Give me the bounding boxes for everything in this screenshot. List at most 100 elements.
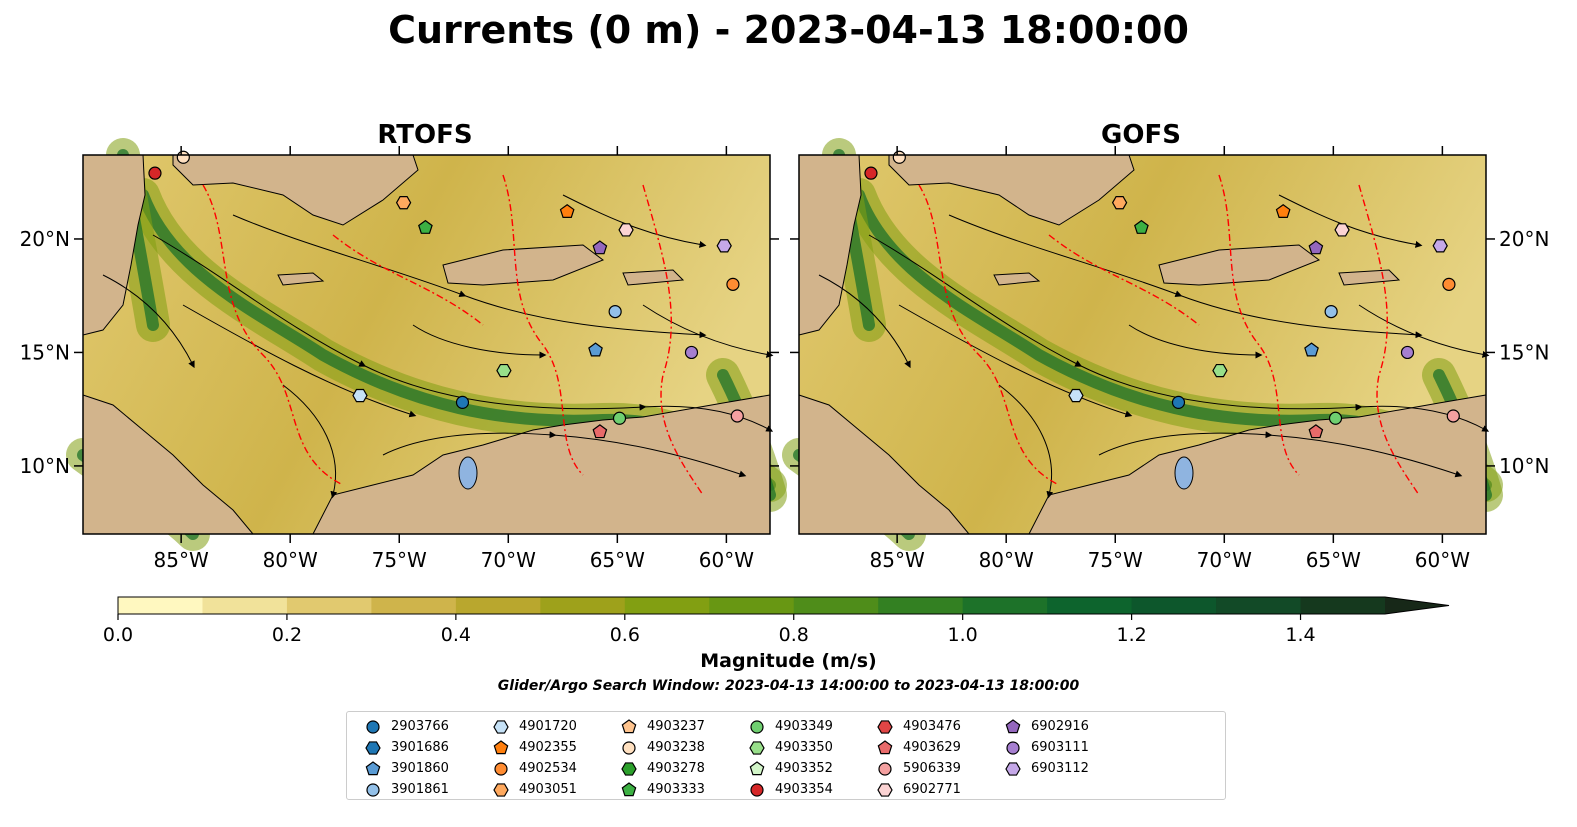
float-marker-3901860 [1304,342,1319,357]
legend-column: 4903349 4903350 4903352 4903354 [747,716,833,800]
lon-tick-label: 65°W [1306,548,1361,572]
float-marker-6902771 [618,223,634,237]
legend-marker [493,782,509,797]
streamline [382,431,747,478]
colorbar-bin [878,597,964,614]
float-marker-2903766 [1171,395,1186,409]
float-marker-4902355 [1275,203,1291,218]
colorbar-tick-label: 0.6 [610,624,640,646]
streamline [232,214,707,339]
legend-column: 4901720 4902355 4902534 4903051 [491,716,577,800]
circle-marker-icon [622,740,636,755]
legend-label: 6902771 [903,782,961,797]
pentagon-marker-icon [1005,718,1021,733]
lon-tick-label: 80°W [979,548,1034,572]
colorbar-bin [709,597,795,614]
legend-item: 3901861 [363,779,449,800]
legend-label: 4903350 [775,740,833,755]
circle-marker-icon [878,761,892,776]
legend-marker [877,739,893,754]
float-marker-4903349 [1328,411,1343,425]
float-marker-4903629 [592,424,608,439]
legend-marker [366,719,380,734]
legend-label: 4903051 [519,782,577,797]
map-frame [82,154,771,535]
legend-column: 4903476 4903629 5906339 6902771 [875,716,961,800]
lat-tick-label: 10°N [20,454,70,478]
legend-marker [749,760,765,775]
lon-tick-label: 70°W [1197,548,1252,572]
pentagon-marker-icon [877,739,893,754]
legend-label: 6903112 [1031,761,1089,776]
lat-tick-label: 15°N [1499,340,1549,364]
float-marker-4903238 [176,150,190,164]
legend-marker [365,740,381,755]
legend-item: 4903349 [747,716,833,737]
lat-tick-label: 20°N [20,227,70,251]
streamline [102,274,195,369]
eez-boundary [918,184,1060,486]
legend-label: 5906339 [903,761,961,776]
float-marker-6902771 [1334,223,1350,237]
colorbar-tick-label: 0.8 [779,624,809,646]
float-marker-4902534 [726,277,740,291]
lon-tick-label: 80°W [263,548,318,572]
map-figure: 85°W 80°W 75°W 70°W 65°W 60°W 20°N 15°N 10°N 85°W… [20,138,1549,572]
pentagon-marker-icon [749,760,765,775]
pentagon-marker-icon [493,739,509,754]
float-marker-4903333 [418,219,433,234]
legend-item: 4903352 [747,758,833,779]
eez-boundary [1218,174,1300,476]
legend-item: 4903350 [747,737,833,758]
legend-item: 3901860 [363,758,449,779]
hexagon-marker-icon [877,782,893,797]
colorbar-bin [1047,597,1133,614]
colorbar-tick-label: 0.2 [272,624,302,646]
circle-marker-icon [494,761,508,776]
eez-boundary [1048,234,1200,326]
float-marker-4903349 [612,411,627,425]
legend-marker [750,719,764,734]
legend-marker [1006,740,1020,755]
colorbar-label: Magnitude (m/s) [700,650,877,672]
float-marker-4902355 [559,203,575,218]
legend-marker [621,761,637,776]
hexagon-marker-icon [1005,761,1021,776]
float-marker-4903051 [395,196,412,210]
legend-item: 4903278 [619,758,705,779]
legend-label: 4901720 [519,719,577,734]
float-marker-4901720 [1068,388,1084,403]
legend-marker [878,761,892,776]
lat-tick-label: 15°N [20,340,70,364]
colorbar-bin [1131,597,1217,614]
colorbar-bin [455,597,541,614]
streamline [412,324,547,359]
legend-item: 3901686 [363,737,449,758]
colorbar: 0.0 0.2 0.4 0.6 0.8 1.0 1.2 1.4 [103,596,1450,646]
float-marker-4902534 [1442,277,1456,291]
land-polygon [172,154,419,226]
legend-label: 6903111 [1031,740,1089,755]
colorbar-tick-label: 1.0 [948,624,978,646]
float-marker-4903350 [496,363,512,378]
hexagon-marker-icon [749,740,765,755]
legend-marker [493,739,509,754]
legend-label: 4903352 [775,761,833,776]
legend-label: 4903629 [903,740,961,755]
legend-column: 4903237 4903238 4903278 4903333 [619,716,705,800]
map-panel-rtofs [66,138,787,551]
search-window-label: Glider/Argo Search Window: 2023-04-13 14… [497,678,1080,694]
lon-tick-label: 85°W [154,548,209,572]
legend-marker [494,761,508,776]
hexagon-marker-icon [493,719,509,734]
legend-marker [365,760,381,775]
legend-item: 6903111 [1003,737,1089,758]
legend-item: 4903051 [491,779,577,800]
legend-item: 4903629 [875,737,961,758]
colorbar-tick-label: 0.4 [441,624,471,646]
lat-tick-label: 10°N [1499,454,1549,478]
circle-marker-icon [750,719,764,734]
eez-boundary [202,184,344,486]
streamline [1098,431,1463,478]
float-marker-4903354 [864,166,878,180]
